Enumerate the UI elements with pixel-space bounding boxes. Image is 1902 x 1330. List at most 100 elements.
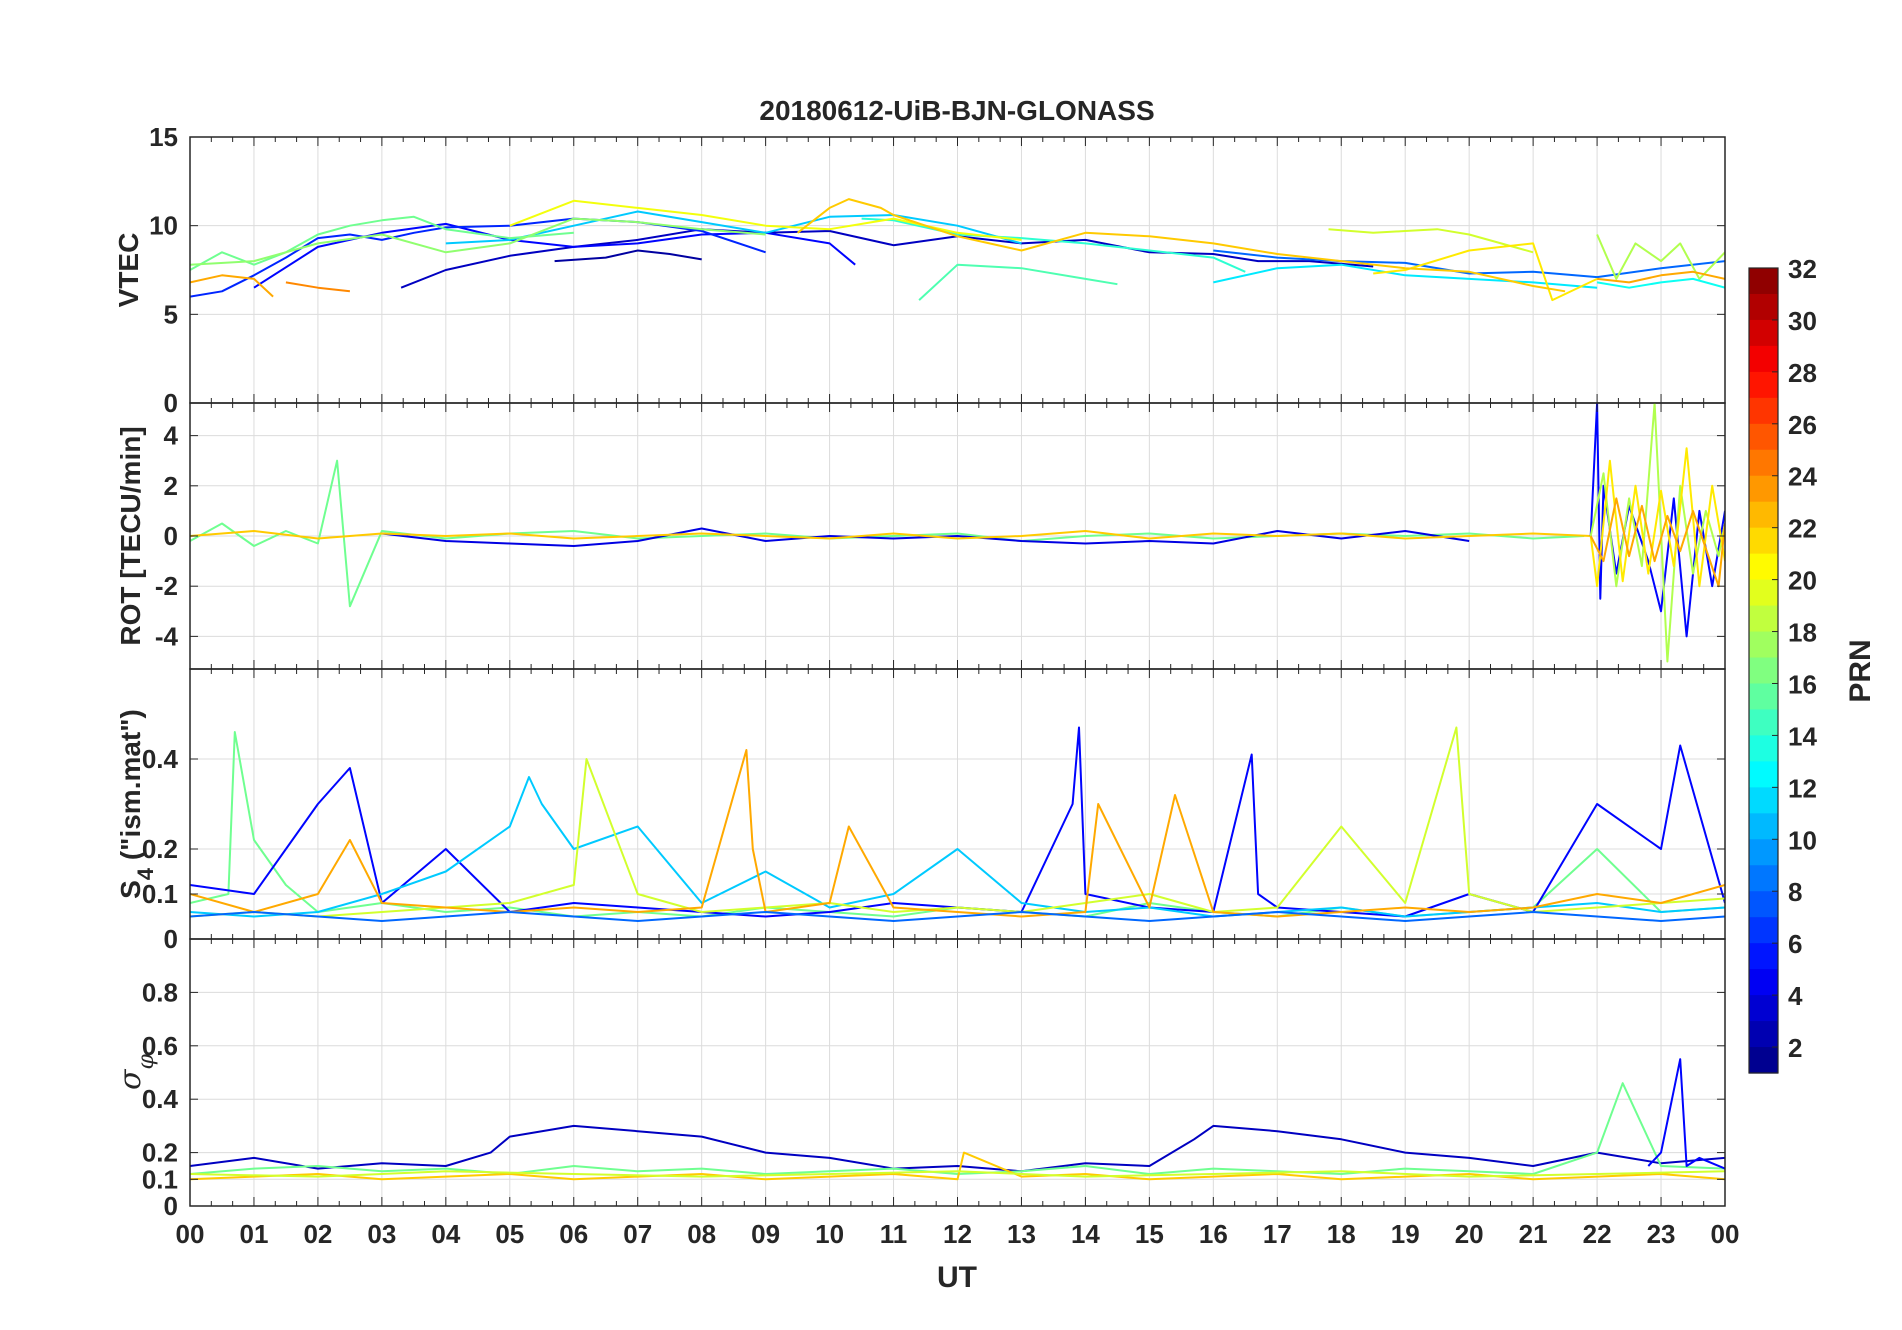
colorbar-segment [1749, 917, 1778, 944]
y-tick-label: -2 [155, 571, 178, 601]
colorbar-tick-label: 10 [1788, 825, 1817, 855]
series-prn-24 [285, 281, 351, 293]
colorbar-tick-label: 2 [1788, 1033, 1802, 1063]
x-tick-label: 05 [495, 1219, 524, 1249]
x-tick-label: 03 [367, 1219, 396, 1249]
colorbar-tick-label: 16 [1788, 669, 1817, 699]
x-tick-label: 01 [239, 1219, 268, 1249]
y-axis-label: ROT [TECU/min] [115, 426, 146, 645]
panel-2: -4 -2 0 2 4 ROT [TECU/min] [115, 402, 1726, 670]
panel-3: 0 0.1 0.2 0.4S4 ("ism.mat") [115, 668, 1726, 954]
series-prn-23 [1596, 270, 1725, 284]
colorbar-tick-label: 14 [1788, 721, 1817, 751]
x-tick-label: 23 [1647, 1219, 1676, 1249]
y-tick-label: 5 [164, 299, 178, 329]
y-tick-label: 0.8 [142, 977, 178, 1007]
x-tick-label: 12 [943, 1219, 972, 1249]
x-tick-label: 00 [176, 1219, 205, 1249]
colorbar-segment [1749, 839, 1778, 866]
colorbar-segment [1749, 995, 1778, 1022]
series-prn-17 [190, 217, 766, 266]
x-tick-label: 13 [1007, 1219, 1036, 1249]
series-prn-5 [1589, 403, 1725, 638]
colorbar-tick-label: 28 [1788, 358, 1817, 388]
series-prn-21 [1589, 447, 1725, 588]
y-tick-label: 10 [149, 211, 178, 241]
y-tick-label: 4 [164, 421, 179, 451]
colorbar-tick-label: 22 [1788, 514, 1817, 544]
colorbar-segment [1749, 579, 1778, 607]
y-tick-label: 2 [164, 471, 178, 501]
series-prn-20 [509, 199, 1022, 241]
series-prn-22 [190, 530, 1591, 540]
colorbar-tick-label: 24 [1788, 462, 1817, 492]
y-tick-label: 0 [164, 388, 178, 418]
y-tick-label: 0.4 [142, 1084, 179, 1114]
x-tick-label: 07 [623, 1219, 652, 1249]
colorbar-segment [1749, 943, 1778, 970]
y-axis-label: VTEC [113, 233, 144, 308]
colorbar-segment [1749, 1021, 1778, 1048]
y-tick-label: 0.6 [142, 1031, 178, 1061]
series-prn-19 [1328, 228, 1534, 254]
series-group [190, 198, 1725, 302]
colorbar-tick-label: 30 [1788, 306, 1817, 336]
series-prn-19 [190, 1170, 1725, 1178]
colorbar-segment [1749, 319, 1778, 347]
series-prn-11 [445, 210, 1022, 245]
colorbar-segment [1749, 345, 1778, 373]
colorbar-segment [1749, 761, 1778, 788]
series-prn-21 [1373, 242, 1598, 302]
series-prn-23 [190, 274, 274, 298]
y-axis-label: σφ [113, 1053, 159, 1089]
colorbar-segment [1749, 891, 1778, 918]
x-axis-label: UT [937, 1261, 977, 1294]
series-prn-8 [190, 911, 1725, 922]
colorbar-segment [1749, 553, 1778, 581]
x-tick-label: 14 [1071, 1219, 1100, 1249]
series-prn-15 [918, 263, 1118, 301]
x-tick-label: 09 [751, 1219, 780, 1249]
colorbar-segment [1749, 813, 1778, 840]
x-tick-label: 02 [303, 1219, 332, 1249]
y-tick-label: 0.1 [142, 879, 178, 909]
colorbar-segment [1749, 293, 1778, 321]
colorbar-tick-label: 4 [1788, 981, 1803, 1011]
colorbar-segment [1749, 527, 1778, 555]
colorbar-label: PRN [1844, 639, 1877, 702]
series-prn-8 [1213, 249, 1725, 279]
colorbar-tick-label: 18 [1788, 618, 1817, 648]
series-prn-23 [190, 749, 1725, 918]
colorbar-segment [1749, 865, 1778, 892]
series-prn-3 [190, 1124, 1725, 1173]
x-tick-label: 18 [1327, 1219, 1356, 1249]
colorbar-segment [1749, 605, 1778, 633]
y-tick-label: 0 [164, 521, 178, 551]
colorbar-segment [1749, 397, 1778, 425]
series-prn-19 [190, 726, 1725, 918]
series-prn-12 [1213, 263, 1598, 289]
series-prn-11 [190, 776, 1725, 918]
y-tick-label: 0.4 [142, 744, 179, 774]
y-tick-label: 0 [164, 1191, 178, 1221]
series-prn-5 [1647, 1058, 1725, 1170]
series-prn-3 [400, 228, 1374, 289]
x-tick-label: 04 [431, 1219, 460, 1249]
series-group [190, 403, 1725, 663]
colorbar-segment [1749, 268, 1778, 295]
colorbar-tick-label: 20 [1788, 566, 1817, 596]
colorbar-segment [1749, 1047, 1778, 1074]
y-axis-label: S4 ("ism.mat") [115, 709, 158, 899]
x-tick-label: 00 [1711, 1219, 1740, 1249]
series-prn-2 [554, 249, 702, 263]
x-tick-label: 10 [815, 1219, 844, 1249]
colorbar-segment [1749, 787, 1778, 814]
series-prn-4 [381, 527, 1470, 547]
x-tick-label: 16 [1199, 1219, 1228, 1249]
x-axis: 00 01 02 03 04 05 06 07 08 09 10 11 12 13 14 15 16 17 18 19… [176, 1219, 1740, 1249]
x-tick-label: 20 [1455, 1219, 1484, 1249]
